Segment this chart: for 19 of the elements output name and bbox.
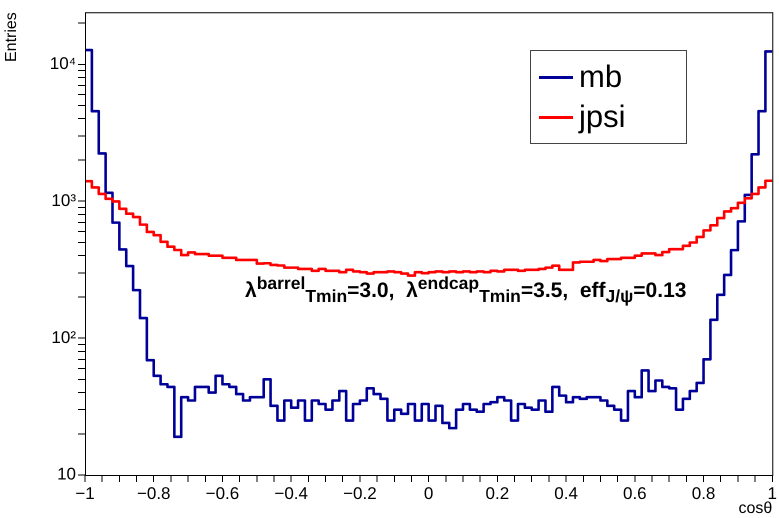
x-tick-label: −0.4: [274, 484, 308, 503]
x-tick-label: −1: [75, 484, 95, 503]
x-axis-title: cosθ: [738, 500, 772, 517]
x-tick-label: 0: [424, 484, 434, 503]
y-axis-title: Entries: [3, 12, 20, 62]
legend-label: jpsi: [579, 99, 626, 135]
x-tick-label: −0.2: [343, 484, 377, 503]
x-tick-label: −0.8: [136, 484, 171, 503]
x-tick-label: −0.6: [206, 484, 240, 503]
y-tick-label: 10⁴: [50, 54, 76, 73]
y-tick-label: 10³: [51, 190, 76, 210]
x-tick-label: 0.4: [554, 484, 578, 503]
text: λ$^{barrel}$$_{Tmin}$=3.0, λ$^{endcap}$$_{Tmin}$=3.5, eff$_{J/ψ}$=0.13: [245, 273, 686, 306]
y-tick-label: 10: [57, 464, 76, 484]
x-tick-label: 0.2: [486, 484, 510, 503]
y-tick-label: 10²: [51, 328, 76, 347]
legend-label: mb: [579, 59, 622, 95]
x-tick-label: 0.6: [623, 484, 647, 503]
x-tick-label: 0.8: [692, 484, 716, 503]
